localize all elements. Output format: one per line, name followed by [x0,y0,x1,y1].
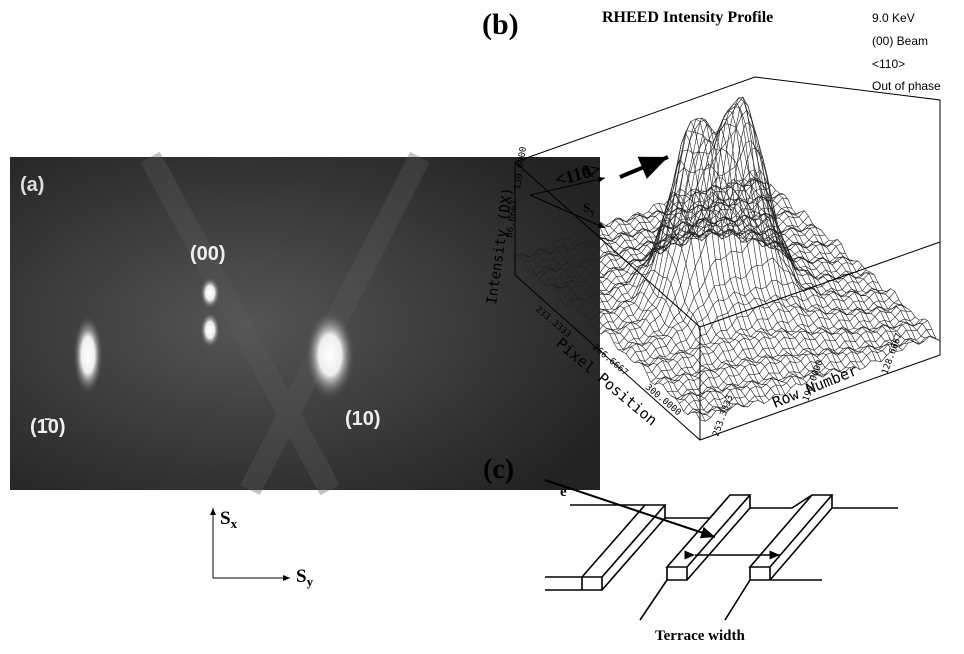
spot [200,312,220,348]
axis-label-sub: x [231,516,238,531]
terrace-steps [545,495,898,620]
panel-label: (c) [483,454,514,485]
axis-label: Sx [220,508,238,531]
spot-label: (10) [345,408,381,430]
surface-mesh [622,178,862,351]
surface-mesh [643,104,828,375]
spot [73,315,103,395]
note: <110> [872,57,905,71]
axis-label-sub: y [307,574,314,589]
surface-mesh [595,133,780,395]
spot-label: (1̄0) [30,416,66,438]
y-tick-label: 128.6667 [880,332,904,376]
surface-mesh [659,123,844,374]
axis-label: Sy [296,566,314,589]
caption: Terrace width [655,628,746,644]
surface-mesh [750,172,935,339]
panel-label: (a) [20,174,44,196]
axis-label-base: S [582,162,589,177]
axis-label-sub: y [590,207,595,217]
note: Out of phase [872,79,941,93]
axis-label-base: S [220,508,231,529]
axis-label-sub: x [589,169,594,179]
beam-arrow [545,480,715,537]
note: 9.0 KeV [872,11,915,25]
beam-label: e- [560,481,571,500]
spot [305,310,355,400]
spot-label: (00) [190,243,226,265]
note: (00) Beam [872,34,928,48]
direction-arrow [620,157,668,177]
surface-mesh [744,179,929,338]
surface-mesh [626,211,866,354]
figure: (a) (00) (1̄0) (10) Sx Sy (b) RHEED Inte… [0,0,964,654]
axis-label-base: S [296,566,307,587]
axis-label-base: S [583,200,590,215]
page: (a) (00) (1̄0) (10) Sx Sy (b) RHEED Inte… [0,0,964,654]
plot-title: RHEED Intensity Profile [602,9,773,26]
spot [200,277,220,309]
panel-label: (b) [482,8,519,41]
